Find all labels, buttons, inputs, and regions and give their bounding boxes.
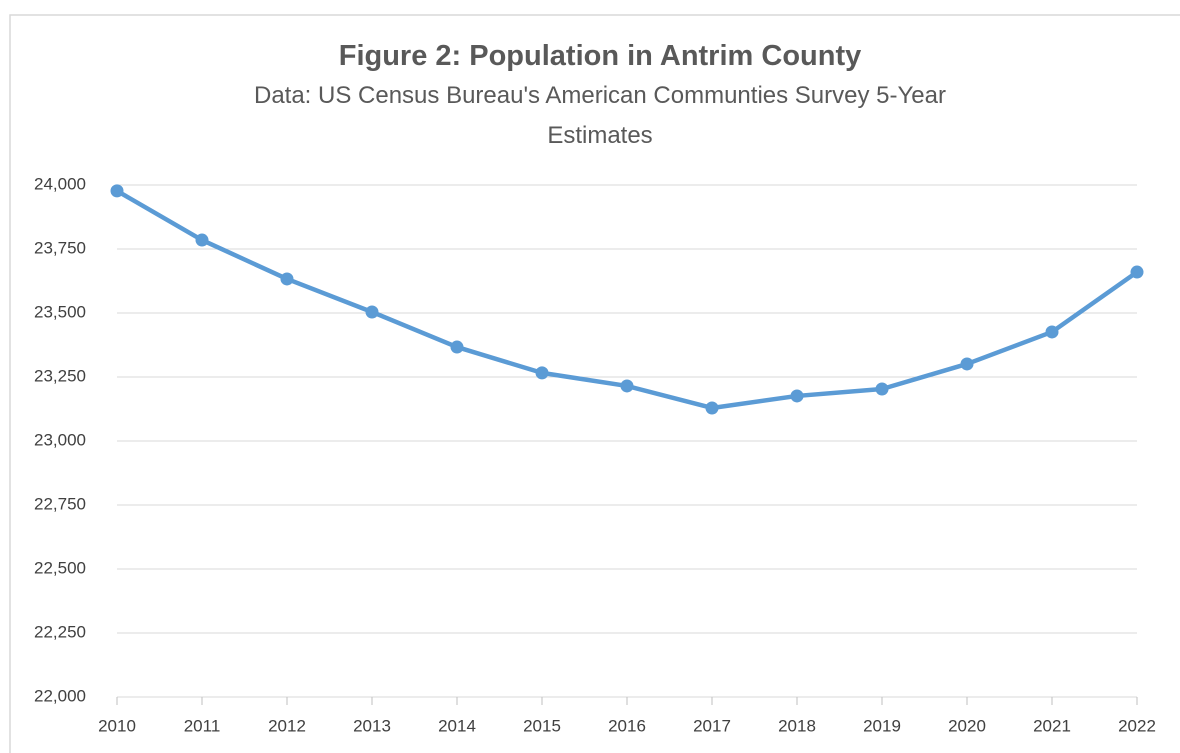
x-tick-label: 2015	[523, 716, 561, 735]
y-tick-label: 23,750	[34, 238, 86, 257]
x-tick-label: 2016	[608, 716, 646, 735]
y-tick-label: 23,500	[34, 302, 86, 321]
data-point	[960, 357, 974, 371]
data-point	[620, 379, 634, 393]
x-tick-label: 2021	[1033, 716, 1071, 735]
data-point	[280, 272, 294, 286]
data-point	[790, 389, 804, 403]
x-tick-label: 2011	[184, 716, 221, 735]
x-tick-label: 2017	[693, 716, 731, 735]
y-tick-label: 22,250	[34, 622, 86, 641]
data-point	[1130, 265, 1144, 279]
data-point	[705, 401, 719, 415]
series-line	[115, 188, 1139, 411]
data-point	[110, 184, 124, 198]
x-tick-label: 2012	[268, 716, 306, 735]
x-tick-label: 2020	[948, 716, 986, 735]
chart-header: Figure 2: Population in Antrim County Da…	[200, 36, 1000, 156]
y-tick-label: 22,750	[34, 494, 86, 513]
x-tick-label: 2022	[1118, 716, 1156, 735]
data-point	[535, 366, 549, 380]
x-tick-label: 2013	[353, 716, 391, 735]
x-tick-label: 2018	[778, 716, 816, 735]
x-tick-label: 2019	[863, 716, 901, 735]
x-tick-label: 2014	[438, 716, 476, 735]
data-point	[365, 305, 379, 319]
chart-title: Figure 2: Population in Antrim County	[338, 40, 862, 72]
y-tick-label: 23,000	[34, 430, 86, 449]
y-tick-label: 22,000	[34, 686, 86, 705]
chart-subtitle: Data: US Census Bureau's American Commun…	[253, 82, 946, 149]
data-point	[1045, 325, 1059, 339]
y-tick-label: 24,000	[34, 174, 86, 193]
chart-border	[9, 14, 1180, 753]
data-point	[450, 340, 464, 354]
y-tick-label: 23,250	[34, 366, 86, 385]
data-point	[875, 382, 889, 396]
data-point	[195, 233, 209, 247]
x-tick-label: 2010	[98, 716, 136, 735]
y-tick-label: 22,500	[34, 558, 86, 577]
